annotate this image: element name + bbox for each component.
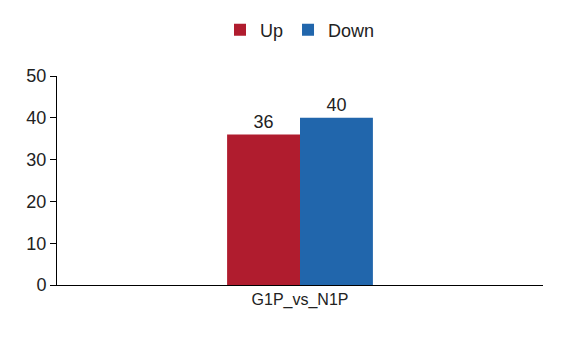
svg-text:Up: Up [260,21,283,41]
svg-text:10: 10 [26,234,46,254]
svg-text:36: 36 [254,112,274,132]
svg-text:40: 40 [326,95,346,115]
svg-text:0: 0 [36,275,46,295]
svg-text:G1P_vs_N1P: G1P_vs_N1P [252,291,349,309]
svg-text:50: 50 [26,66,46,86]
svg-text:30: 30 [26,150,46,170]
svg-text:20: 20 [26,192,46,212]
svg-text:Down: Down [328,21,374,41]
svg-text:40: 40 [26,108,46,128]
